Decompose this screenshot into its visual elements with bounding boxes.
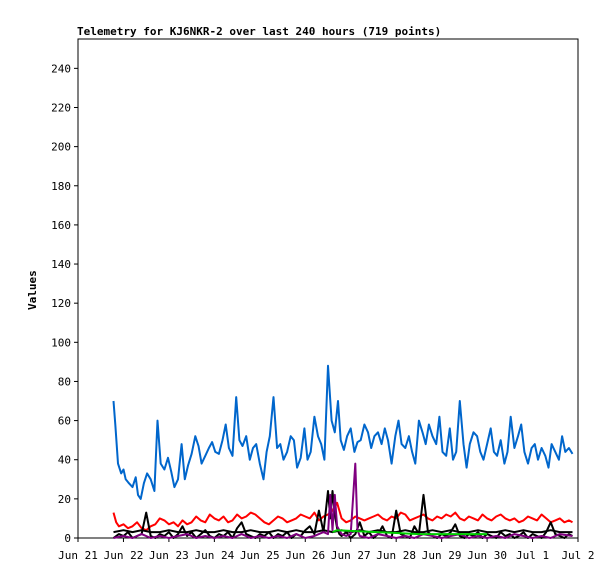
y-tick-label: 180: [51, 180, 71, 193]
series-line-4: [113, 462, 573, 539]
x-axis: Jun 21 Jun 22 Jun 23 Jun 24 Jun 25 Jun 26 Jun …: [58, 538, 595, 562]
y-tick-label: 80: [58, 375, 71, 388]
series-line-0: [112, 364, 574, 500]
y-tick-label: 0: [64, 532, 71, 545]
x-tick-label: Jun 27: [331, 549, 371, 562]
y-tick-label: 60: [58, 415, 71, 428]
x-tick-label: Jun 21: [58, 549, 98, 562]
x-tick-label: Jun 28: [376, 549, 416, 562]
x-tick-label: Jun 24: [194, 549, 234, 562]
y-tick-label: 40: [58, 454, 71, 467]
x-tick-label: Jun 23: [149, 549, 189, 562]
x-tick-label: Jun 25: [240, 549, 280, 562]
plot-frame: [77, 38, 579, 539]
y-axis-label: Values: [26, 270, 39, 310]
x-tick-label: Jul 2: [561, 549, 594, 562]
y-tick-label: 220: [51, 101, 71, 114]
x-tick-label: Jun 29: [422, 549, 462, 562]
x-tick-label: Jun 26: [285, 549, 325, 562]
y-tick-label: 200: [51, 141, 71, 154]
y-tick-label: 100: [51, 336, 71, 349]
x-tick-label: Jun 30: [467, 549, 507, 562]
y-tick-label: 160: [51, 219, 71, 232]
y-tick-label: 120: [51, 297, 71, 310]
y-tick-label: 20: [58, 493, 71, 506]
y-axis: 0 20 40 60 80 100 120 140 160 180 200 220 240: [51, 62, 78, 545]
series-lines: [112, 364, 574, 539]
chart-title: Telemetry for KJ6NKR-2 over last 240 hou…: [77, 25, 441, 38]
y-tick-label: 140: [51, 258, 71, 271]
x-tick-label: Jul 1: [516, 549, 549, 562]
x-tick-label: Jun 22: [104, 549, 144, 562]
series-line-5: [332, 529, 488, 536]
series-line-1: [112, 501, 573, 532]
y-tick-label: 240: [51, 62, 71, 75]
